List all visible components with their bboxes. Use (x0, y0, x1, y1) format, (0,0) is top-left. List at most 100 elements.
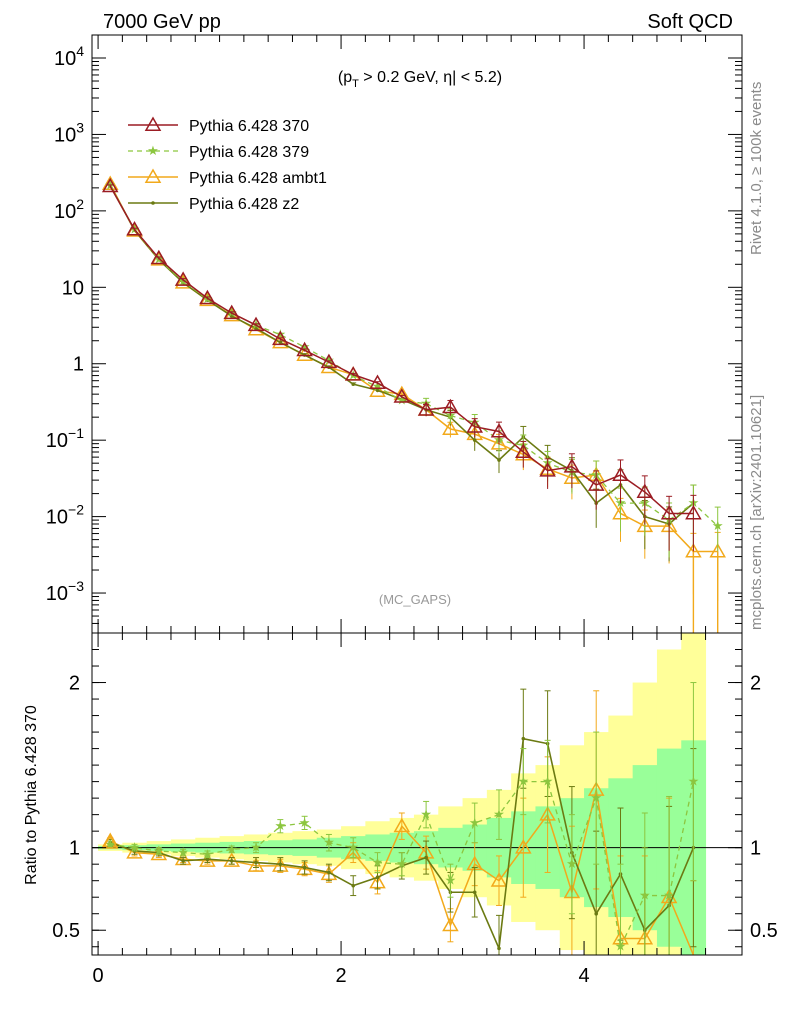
legend-label-z2: Pythia 6.428 z2 (189, 196, 299, 213)
triangle-marker (223, 304, 241, 320)
ratio-y-tick-label-right: 1 (750, 838, 761, 860)
dot-marker (472, 890, 477, 895)
ambt1-offscale (692, 551, 719, 633)
dot-marker (351, 382, 356, 386)
star-marker: ★ (372, 855, 384, 870)
triangle-marker (369, 374, 386, 389)
triangle-marker (393, 817, 411, 833)
triangle-marker (563, 458, 581, 473)
legend-label-ambt1: Pythia 6.428 ambt1 (189, 170, 327, 187)
triangle-marker (150, 249, 168, 265)
star-marker: ★ (153, 843, 165, 858)
star-marker: ★ (274, 327, 286, 342)
triangle-marker (344, 366, 362, 381)
star-marker: ★ (712, 518, 724, 533)
y-tick-label: 103 (54, 119, 84, 146)
rivet-version-label: Rivet 4.1.0, ≥ 100k events (748, 82, 765, 255)
triangle-marker (442, 398, 459, 414)
y-tick-exponent: 4 (76, 43, 84, 59)
triangle-marker (393, 388, 411, 403)
star-marker: ★ (129, 840, 141, 855)
dot-marker (229, 314, 234, 318)
legend-label-p370: Pythia 6.428 370 (189, 118, 309, 135)
series-p370 (101, 177, 702, 557)
triangle-marker (126, 221, 143, 236)
star-marker: ★ (688, 774, 700, 789)
dot-marker (351, 883, 356, 888)
header-right: Soft QCD (647, 11, 733, 33)
dot-marker (375, 388, 380, 393)
y-tick-base: 10 (46, 583, 68, 605)
dot-marker (278, 340, 283, 345)
dot-marker (229, 859, 234, 863)
star-marker: ★ (274, 818, 286, 833)
star-marker: ★ (202, 846, 214, 861)
y-tick-exponent: −1 (68, 425, 84, 441)
x-tick-label: 0 (93, 965, 104, 987)
dot-marker (424, 855, 428, 860)
ratio-y-tick-label: 1 (69, 838, 80, 860)
triangle-marker (636, 483, 654, 498)
series-p379: ★★★★★★★★★★★★★★★★★★★★★★★★★★ (104, 177, 724, 576)
series-ambt1 (101, 175, 726, 601)
y-tick-label: 102 (54, 196, 84, 223)
y-tick-label: 104 (54, 43, 84, 70)
cut-part-eta: η (443, 69, 452, 86)
star-marker: ★ (177, 845, 189, 860)
analysis-watermark: (MC_GAPS) (379, 592, 451, 607)
star-marker: ★ (323, 353, 335, 368)
star-marker: ★ (517, 774, 529, 789)
star-marker: ★ (323, 835, 335, 850)
triangle-marker (417, 401, 435, 416)
star-marker: ★ (420, 807, 432, 822)
star-marker: ★ (396, 856, 408, 871)
legend-label-p379: Pythia 6.428 379 (189, 144, 309, 161)
dot-marker (181, 280, 185, 285)
ratio-frame (91, 632, 743, 956)
y-tick-label: 10−1 (46, 425, 84, 452)
series-line-z2 (109, 185, 694, 525)
triangle-marker (539, 462, 556, 477)
dot-marker (205, 857, 210, 862)
triangle-marker (247, 321, 265, 336)
series-z2 (107, 183, 697, 562)
triangle-marker (442, 916, 459, 932)
triangle-marker (490, 422, 508, 438)
mcplots-label: mcplots.cern.ch [arXiv:2401.10621] (748, 395, 765, 630)
dot-marker (594, 911, 599, 916)
triangle-marker (101, 834, 119, 849)
y-tick-base: 10 (54, 201, 76, 223)
dot-marker (497, 946, 501, 951)
triangle-marker (296, 341, 313, 357)
y-tick-exponent: −2 (68, 502, 84, 518)
ratio-panel: ★ ★ ★ ★ ★ ★ ★★ ★★ ★★ ★★★★★★ ★★★★★ ★★ 0 2 40.5 0.51 12 2 … (23, 632, 778, 987)
main-series: ★★★★★★★★★★★★★★★★★★★★★★★★★★ (101, 175, 726, 633)
cut-part-sub: T (352, 78, 359, 90)
y-tick-exponent: 3 (76, 119, 84, 135)
y-tick-exponent: 2 (76, 196, 84, 212)
triangle-marker (101, 175, 119, 190)
y-tick-label: 10−2 (46, 502, 84, 529)
star-marker: ★ (542, 774, 554, 789)
star-marker: ★ (639, 888, 651, 903)
triangle-marker (490, 872, 508, 887)
x-tick-label: 2 (336, 965, 347, 987)
y-tick-base: 1 (73, 354, 84, 376)
star-marker: ★ (663, 888, 675, 903)
series-line-ambt1 (109, 183, 718, 553)
triangle-marker (144, 116, 162, 131)
triangle-marker (247, 857, 265, 872)
y-tick-label: 10 (62, 277, 84, 299)
star-marker: ★ (566, 856, 578, 871)
star-marker: ★ (299, 339, 311, 354)
triangle-marker (101, 177, 119, 193)
star-marker: ★ (493, 807, 505, 822)
star-marker: ★ (226, 841, 238, 856)
dot-marker (181, 859, 185, 863)
dot-marker (327, 870, 331, 875)
y-tick-base: 10 (54, 48, 76, 70)
triangle-marker (199, 289, 216, 305)
dot-marker (497, 458, 501, 462)
star-marker: ★ (299, 815, 311, 830)
